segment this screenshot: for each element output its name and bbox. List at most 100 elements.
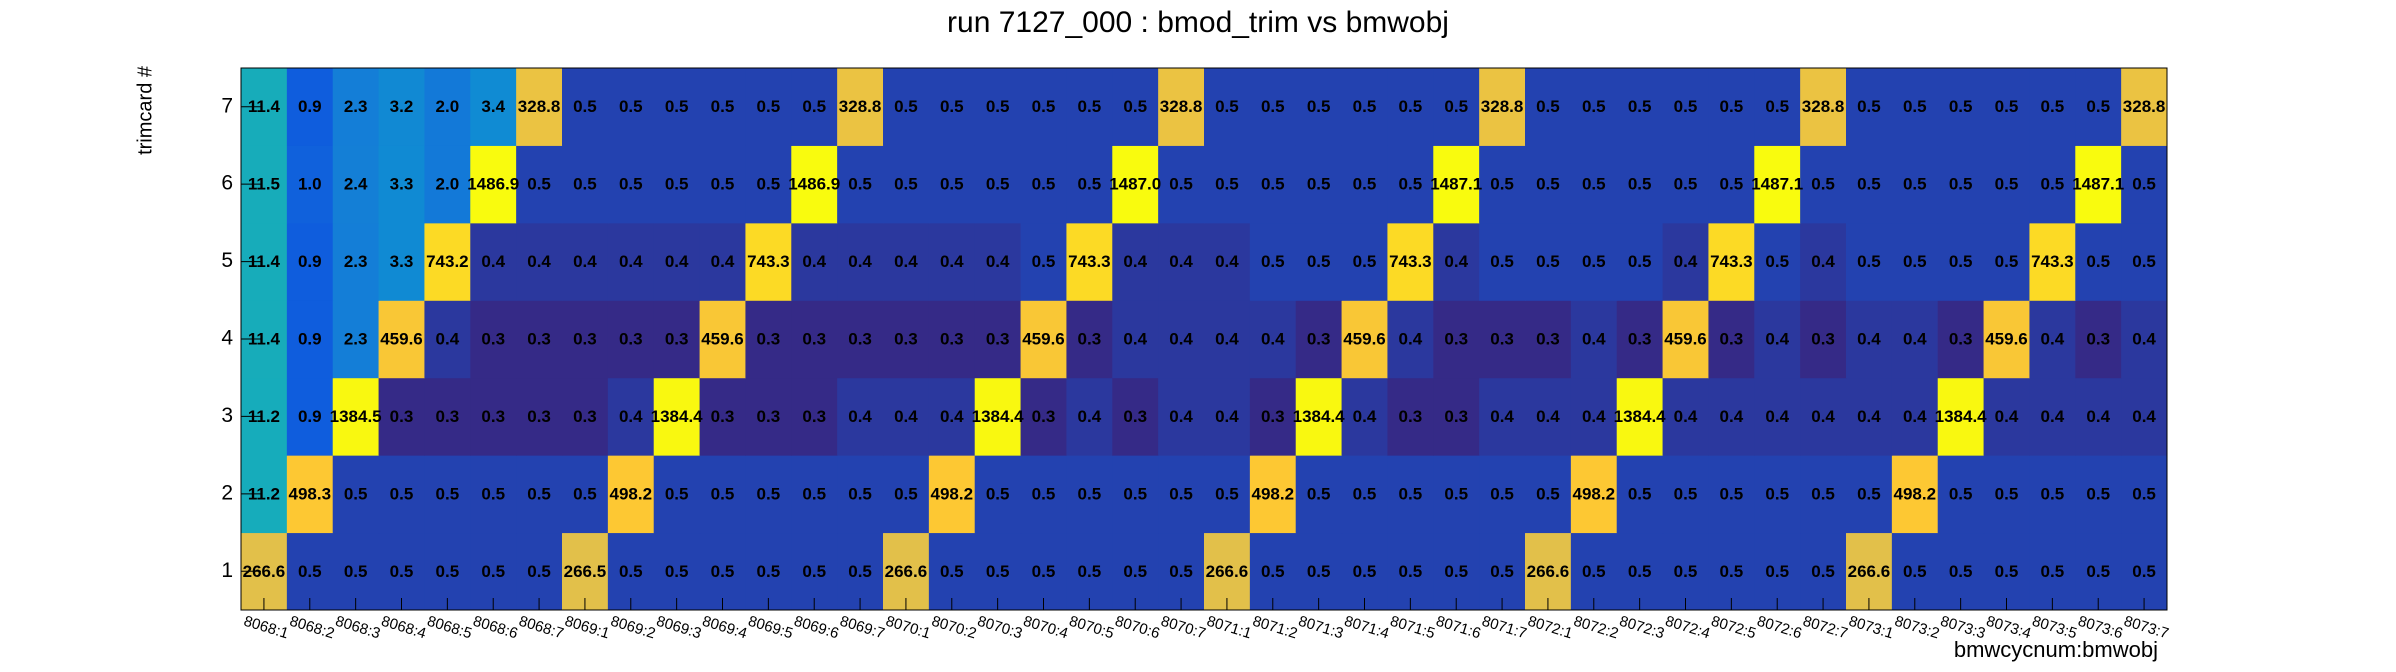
heatmap-cell: [516, 300, 563, 379]
cell-label: 1486.9: [467, 175, 519, 194]
cell-label: 0.5: [1169, 175, 1193, 194]
heatmap-cell: [1937, 68, 1985, 146]
heatmap-cell: [2121, 455, 2168, 534]
heatmap-cell: [653, 68, 701, 146]
y-tick-label: 6: [221, 172, 233, 195]
heatmap-cell: [745, 377, 792, 456]
heatmap-cell: [837, 222, 884, 301]
heatmap-cell: [1020, 68, 1067, 146]
cell-label: 0.3: [390, 407, 414, 426]
heatmap-cell: [1570, 68, 1618, 146]
cell-label: 0.5: [1490, 252, 1514, 271]
heatmap-cell: [378, 377, 425, 456]
cell-label: 0.5: [1536, 252, 1560, 271]
cell-label: 743.3: [1068, 252, 1111, 271]
cell-label: 498.2: [1573, 484, 1616, 503]
heatmap-cell: [791, 377, 838, 456]
heatmap-cell: [1433, 455, 1480, 534]
cell-label: 0.4: [2041, 329, 2065, 348]
heatmap-cell: [1341, 377, 1388, 456]
heatmap-cell: [1020, 222, 1067, 301]
cell-label: 0.5: [1307, 562, 1331, 581]
heatmap-cell: [791, 68, 838, 146]
cell-label: 0.5: [527, 175, 551, 194]
heatmap-cell: [1570, 532, 1618, 611]
cell-label: 0.5: [1628, 562, 1652, 581]
cell-label: 328.8: [839, 97, 882, 116]
heatmap-cell: [1066, 222, 1113, 301]
heatmap-cell: [1662, 300, 1709, 379]
heatmap-cell: [1525, 222, 1572, 301]
cell-label: 0.5: [1536, 97, 1560, 116]
y-axis-label: trimcard #: [134, 65, 156, 155]
heatmap-cell: [1891, 68, 1939, 146]
heatmap-cell: [928, 377, 976, 456]
heatmap-cell: [974, 300, 1022, 379]
cell-label: 0.5: [894, 97, 918, 116]
cell-label: 0.5: [1032, 484, 1056, 503]
cell-label: 0.4: [619, 252, 643, 271]
heatmap-cell: [1341, 222, 1388, 301]
cell-label: 0.5: [344, 562, 368, 581]
heatmap-cell: [1708, 68, 1755, 146]
cell-label: 0.4: [1765, 407, 1789, 426]
cell-label: 0.5: [940, 562, 964, 581]
heatmap-cell: [883, 68, 930, 146]
heatmap-cell: [1066, 68, 1113, 146]
cell-label: 0.5: [2086, 562, 2110, 581]
heatmap-cell: [607, 532, 655, 611]
cell-label: 328.8: [1160, 97, 1203, 116]
heatmap-cell: [286, 145, 334, 224]
cell-label: 0.5: [665, 562, 689, 581]
heatmap-cell: [1479, 145, 1526, 224]
cell-label: 0.3: [1490, 329, 1514, 348]
cell-label: 0.5: [1582, 562, 1606, 581]
cell-label: 0.4: [2041, 407, 2065, 426]
heatmap-cell: [1112, 377, 1159, 456]
cell-label: 0.5: [1765, 252, 1789, 271]
cell-label: 0.5: [986, 175, 1010, 194]
cell-label: 0.3: [1811, 329, 1835, 348]
cell-label: 0.5: [2132, 562, 2156, 581]
heatmap-cell: [1846, 222, 1893, 301]
cell-label: 0.4: [1995, 407, 2019, 426]
heatmap-cell: [928, 68, 976, 146]
cell-label: 0.3: [1720, 329, 1744, 348]
cell-label: 743.3: [2031, 252, 2074, 271]
heatmap-cell: [1662, 532, 1709, 611]
heatmap-cell: [1341, 300, 1388, 379]
cell-label: 0.5: [848, 562, 872, 581]
heatmap-cell: [516, 145, 563, 224]
heatmap-cell: [1662, 377, 1709, 456]
heatmap-cell: [516, 68, 563, 146]
cell-label: 328.8: [518, 97, 561, 116]
cell-label: 0.5: [802, 562, 826, 581]
cell-label: 0.9: [298, 407, 322, 426]
cell-label: 459.6: [1022, 329, 1065, 348]
cell-label: 0.5: [802, 97, 826, 116]
heatmap-cell: [1204, 455, 1251, 534]
heatmap-cell: [2029, 145, 2076, 224]
heatmap-cell: [1983, 145, 2030, 224]
cell-label: 0.5: [1995, 175, 2019, 194]
heatmap-cell: [1387, 300, 1434, 379]
cell-label: 0.5: [1353, 175, 1377, 194]
cell-label: 0.5: [986, 484, 1010, 503]
heatmap-cell: [928, 145, 976, 224]
cell-label: 0.4: [1215, 407, 1239, 426]
heatmap-cell: [470, 300, 517, 379]
cell-label: 0.3: [757, 407, 781, 426]
heatmap-cell: [974, 145, 1022, 224]
cell-label: 0.5: [2086, 97, 2110, 116]
heatmap-cell: [2121, 222, 2168, 301]
heatmap-cell: [2029, 377, 2076, 456]
cell-label: 0.5: [1123, 97, 1147, 116]
heatmap-cell: [1846, 145, 1893, 224]
cell-label: 0.5: [1307, 175, 1331, 194]
heatmap-cell: [1341, 455, 1388, 534]
cell-label: 0.5: [2132, 484, 2156, 503]
heatmap-cell: [470, 145, 517, 224]
cell-label: 0.4: [1857, 407, 1881, 426]
heatmap-cell: [424, 300, 471, 379]
